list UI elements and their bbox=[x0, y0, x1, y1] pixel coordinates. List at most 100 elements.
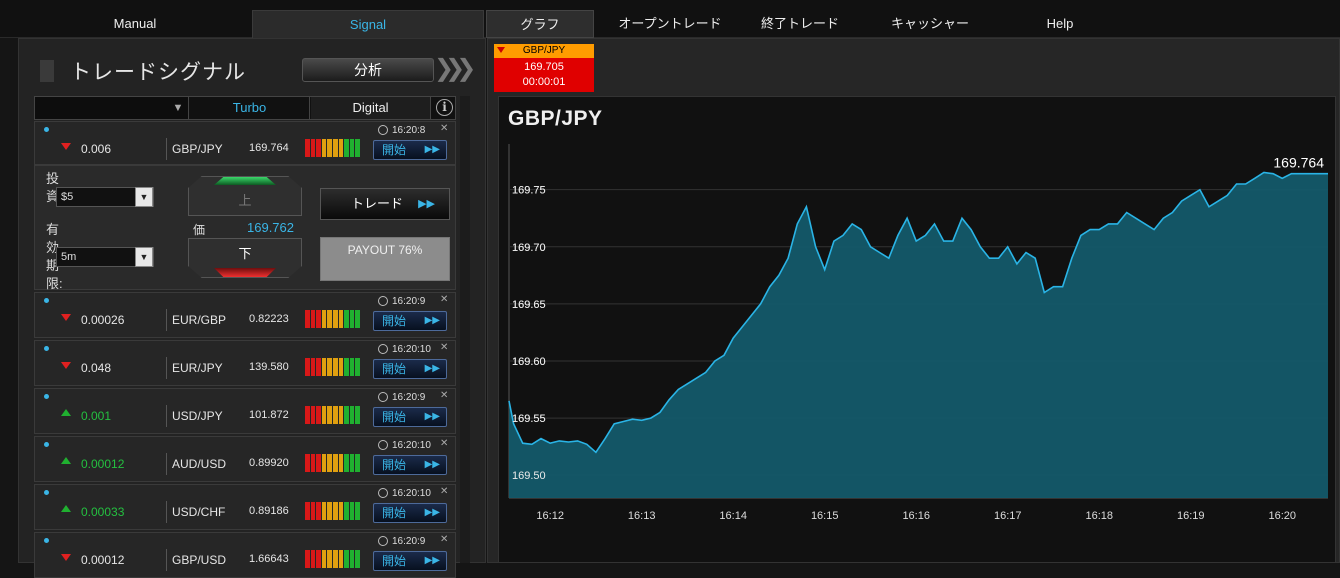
status-dot bbox=[44, 346, 49, 351]
fast-forward-icon: ▶▶ bbox=[424, 459, 440, 470]
signal-row[interactable]: 0.00033 USD/CHF 0.89186 16:20:10 ✕ 開始 ▶▶ bbox=[34, 484, 456, 530]
strength-bar-segment bbox=[344, 358, 349, 376]
y-tick-label: 169.55 bbox=[512, 413, 546, 425]
strength-bar-segment bbox=[310, 358, 316, 376]
analyze-button[interactable]: 分析 bbox=[302, 58, 434, 82]
invest-input[interactable]: $5 bbox=[56, 187, 154, 207]
start-button[interactable]: 開始 ▶▶ bbox=[373, 455, 447, 475]
price-label: 価 bbox=[193, 223, 206, 237]
close-icon[interactable]: ✕ bbox=[440, 486, 449, 497]
signal-row[interactable]: 0.00012 GBP/USD 1.66643 16:20:9 ✕ 開始 ▶▶ bbox=[34, 532, 456, 578]
tab-turbo[interactable]: Turbo bbox=[190, 97, 310, 119]
signal-change: 0.00012 bbox=[81, 553, 125, 567]
tab-closed-trade[interactable]: 終了トレード bbox=[760, 16, 839, 31]
tab-help[interactable]: Help bbox=[1046, 16, 1074, 31]
strength-bar-segment bbox=[355, 358, 360, 376]
panel-title: トレードシグナル bbox=[70, 61, 246, 84]
y-tick-label-overlay: 169.65 bbox=[512, 299, 546, 311]
signal-time: 16:20:9 bbox=[392, 392, 426, 403]
strength-meter bbox=[305, 406, 360, 424]
scrollbar[interactable] bbox=[460, 96, 470, 563]
y-tick-label: 169.65 bbox=[512, 299, 546, 311]
strength-bar-segment bbox=[327, 454, 332, 472]
signal-row[interactable]: 0.048 EUR/JPY 139.580 16:20:10 ✕ 開始 ▶▶ bbox=[34, 340, 456, 386]
clock-icon bbox=[378, 125, 388, 135]
signal-row[interactable]: 0.006 GBP/JPY 169.764 16:20:8 ✕ 開始 ▶▶ bbox=[34, 121, 456, 165]
start-button[interactable]: 開始 ▶▶ bbox=[373, 140, 447, 160]
strength-bar-segment bbox=[332, 310, 338, 328]
clock-icon bbox=[378, 488, 388, 498]
close-icon[interactable]: ✕ bbox=[440, 534, 449, 545]
price-chart[interactable]: 169.50 169.55 169.60 169.65 169.70 169.75 169.… bbox=[498, 96, 1336, 563]
strength-bar-segment bbox=[327, 310, 332, 328]
close-icon[interactable]: ✕ bbox=[440, 438, 449, 449]
signal-time: 16:20:9 bbox=[392, 296, 426, 307]
clock-icon bbox=[378, 440, 388, 450]
x-tick-label: 16:14 bbox=[719, 510, 747, 522]
tab-graph[interactable]: グラフ bbox=[486, 10, 594, 38]
x-tick-label: 16:13 bbox=[628, 510, 656, 522]
signal-row[interactable]: 0.00012 AUD/USD 0.89920 16:20:10 ✕ 開始 ▶▶ bbox=[34, 436, 456, 482]
ticker-pair: GBP/JPY bbox=[522, 45, 566, 56]
asset-filter-select[interactable] bbox=[35, 97, 189, 119]
ticker-price: 169.705 bbox=[524, 61, 564, 73]
tab-digital[interactable]: Digital bbox=[311, 97, 431, 119]
signal-change: 0.00026 bbox=[81, 313, 125, 327]
divider bbox=[166, 549, 167, 571]
tab-cashier[interactable]: キャッシャー bbox=[890, 16, 969, 31]
trade-button[interactable]: トレード ▶▶ bbox=[320, 188, 450, 220]
tab-manual[interactable]: Manual bbox=[113, 16, 157, 31]
start-button[interactable]: 開始 ▶▶ bbox=[373, 311, 447, 331]
y-tick-label-overlay: 169.70 bbox=[512, 242, 546, 254]
strength-bar-segment bbox=[305, 139, 310, 157]
close-icon[interactable]: ✕ bbox=[440, 390, 449, 401]
clock-icon bbox=[378, 344, 388, 354]
start-button[interactable]: 開始 ▶▶ bbox=[373, 551, 447, 571]
chart-title: GBP/JPY bbox=[508, 107, 603, 130]
strength-bar-segment bbox=[355, 310, 360, 328]
strength-bar-segment bbox=[344, 550, 349, 568]
divider bbox=[166, 501, 167, 523]
start-button[interactable]: 開始 ▶▶ bbox=[373, 503, 447, 523]
signal-price: 1.66643 bbox=[249, 553, 289, 565]
signal-time: 16:20:8 bbox=[392, 125, 426, 136]
trade-label: トレード bbox=[351, 196, 404, 211]
strength-bar-segment bbox=[344, 310, 349, 328]
close-icon[interactable]: ✕ bbox=[440, 294, 449, 305]
status-dot bbox=[44, 394, 49, 399]
start-label: 開始 bbox=[382, 458, 407, 472]
strength-bar-segment bbox=[344, 454, 349, 472]
call-up-button[interactable]: 上 bbox=[188, 176, 302, 216]
strength-bar-segment bbox=[327, 502, 332, 520]
signal-price: 169.764 bbox=[249, 142, 289, 154]
info-icon[interactable]: i bbox=[436, 99, 453, 116]
start-button[interactable]: 開始 ▶▶ bbox=[373, 359, 447, 379]
title-marker bbox=[40, 60, 54, 82]
chevron-down-icon[interactable]: ▼ bbox=[135, 247, 153, 267]
clock-icon bbox=[378, 296, 388, 306]
ticker-chip[interactable]: GBP/JPY 169.705 00:00:01 bbox=[494, 44, 594, 92]
divider bbox=[166, 309, 167, 331]
expiry-input[interactable]: 5m bbox=[56, 247, 154, 267]
strength-bar-segment bbox=[332, 550, 338, 568]
strength-bar-segment bbox=[349, 358, 355, 376]
close-icon[interactable]: ✕ bbox=[440, 123, 449, 134]
tab-open-trade[interactable]: オープントレード bbox=[618, 16, 722, 31]
close-icon[interactable]: ✕ bbox=[440, 342, 449, 353]
fast-forward-icon: ▶▶ bbox=[424, 315, 440, 326]
chevron-down-icon[interactable]: ▼ bbox=[172, 102, 184, 114]
signal-row[interactable]: 0.00026 EUR/GBP 0.82223 16:20:9 ✕ 開始 ▶▶ bbox=[34, 292, 456, 338]
strength-bar-segment bbox=[310, 310, 316, 328]
strength-bar-segment bbox=[321, 550, 327, 568]
signal-pair: GBP/USD bbox=[172, 553, 227, 567]
down-arrow-icon bbox=[61, 362, 71, 369]
tab-signal[interactable]: Signal bbox=[252, 10, 484, 38]
fast-forward-icon: ▶▶ bbox=[424, 411, 440, 422]
strength-bar-segment bbox=[338, 502, 344, 520]
y-tick-label: 169.70 bbox=[512, 242, 546, 254]
chevron-down-icon[interactable]: ▼ bbox=[135, 187, 153, 207]
start-label: 開始 bbox=[382, 314, 407, 328]
start-button[interactable]: 開始 ▶▶ bbox=[373, 407, 447, 427]
signal-row[interactable]: 0.001 USD/JPY 101.872 16:20:9 ✕ 開始 ▶▶ bbox=[34, 388, 456, 434]
signal-pair: AUD/USD bbox=[172, 457, 227, 471]
